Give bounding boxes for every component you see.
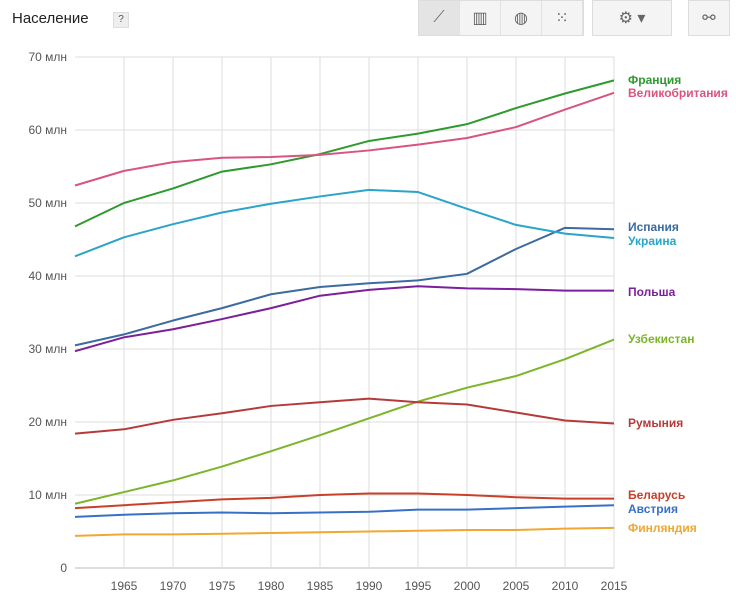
page-title: Население	[12, 10, 89, 27]
link-icon[interactable]: ⚯	[702, 10, 716, 27]
gear-icon[interactable]: ⚙ ▾	[618, 10, 646, 27]
series-line	[74, 226, 615, 347]
series-line	[74, 492, 614, 510]
series-label: Испания	[628, 220, 679, 234]
series-line	[74, 504, 615, 518]
series-line	[74, 79, 615, 228]
x-tick-label: 1965	[111, 579, 138, 593]
y-tick-label: 0	[60, 561, 67, 575]
x-tick-label: 1995	[405, 579, 432, 593]
series-label: Австрия	[628, 502, 678, 516]
series-line	[74, 285, 614, 353]
scatter-icon[interactable]: ⁙	[542, 1, 583, 35]
x-tick-label: 1980	[258, 579, 285, 593]
x-tick-label: 1975	[209, 579, 236, 593]
x-tick-label: 2005	[503, 579, 530, 593]
series-line	[74, 397, 615, 435]
chart-type-toolbar: ⟋ ▥ ◍ ⁙	[418, 0, 584, 36]
y-tick-label: 10 млн	[28, 488, 67, 502]
series-label: Финляндия	[628, 521, 697, 535]
settings-button[interactable]: ⚙ ▾	[592, 0, 672, 36]
series-line	[74, 338, 615, 505]
x-tick-label: 2015	[601, 579, 628, 593]
y-tick-label: 70 млн	[28, 50, 67, 64]
series-label: Румыния	[628, 416, 683, 430]
series-line	[74, 91, 615, 187]
x-tick-label: 1990	[356, 579, 383, 593]
series-line	[74, 188, 615, 258]
y-tick-label: 30 млн	[28, 342, 67, 356]
link-button[interactable]: ⚯	[688, 0, 730, 36]
series-label: Польша	[628, 285, 676, 299]
x-tick-label: 2000	[454, 579, 481, 593]
help-button[interactable]: ?	[113, 12, 129, 28]
series-line	[74, 526, 615, 537]
series-label: Узбекистан	[628, 332, 694, 346]
series-label: Великобритания	[628, 86, 728, 100]
y-tick-label: 20 млн	[28, 415, 67, 429]
line-chart-icon[interactable]: ⟋	[419, 1, 460, 35]
map-icon[interactable]: ◍	[501, 1, 542, 35]
x-tick-label: 1970	[160, 579, 187, 593]
y-tick-label: 50 млн	[28, 196, 67, 210]
series-label: Украина	[628, 234, 677, 248]
bar-chart-icon[interactable]: ▥	[460, 1, 501, 35]
x-tick-label: 2010	[552, 579, 579, 593]
series-label: Франция	[628, 73, 681, 87]
series-label: Беларусь	[628, 488, 685, 502]
y-tick-label: 40 млн	[28, 269, 67, 283]
x-tick-label: 1985	[307, 579, 334, 593]
y-tick-label: 60 млн	[28, 123, 67, 137]
